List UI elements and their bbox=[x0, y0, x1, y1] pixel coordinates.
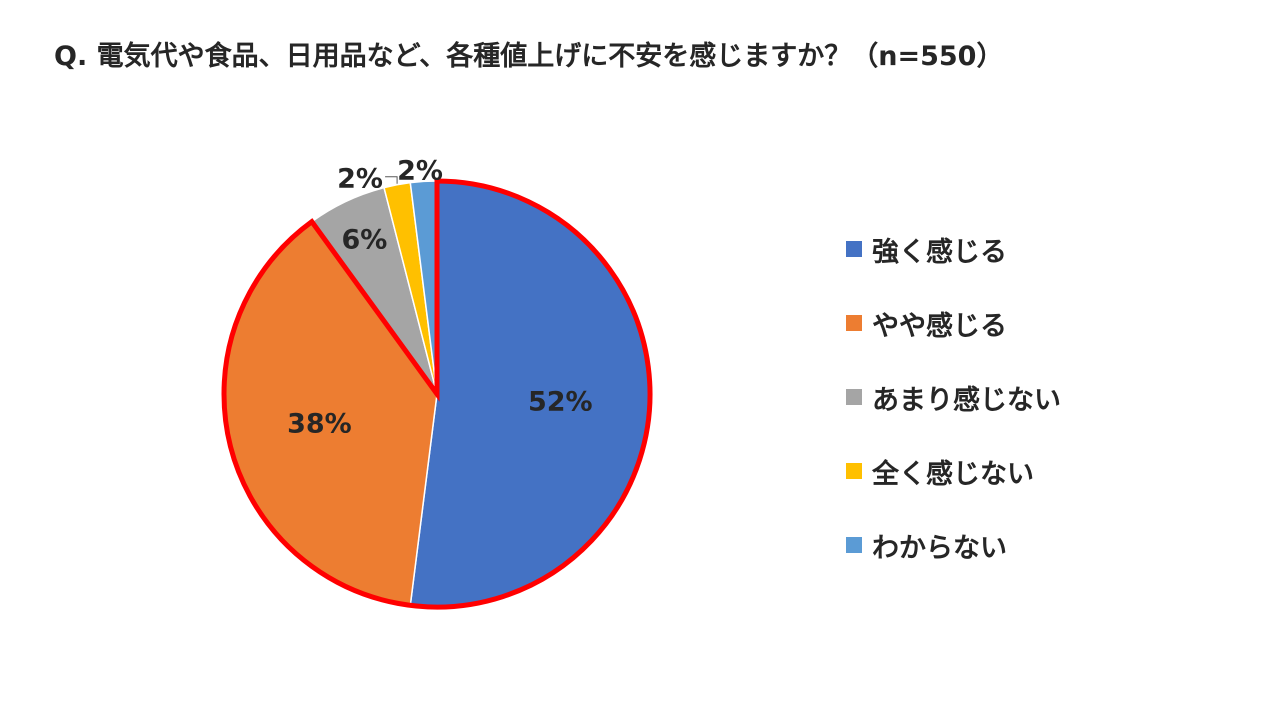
legend-label: あまり感じない bbox=[872, 384, 1061, 416]
legend-item-わからない: わからない bbox=[846, 526, 1061, 564]
legend-swatch bbox=[846, 537, 862, 553]
legend-item-強く感じる: 強く感じる bbox=[846, 230, 1061, 268]
data-label-強く感じる: 52% bbox=[528, 386, 593, 417]
legend-item-やや感じる: やや感じる bbox=[846, 304, 1061, 342]
legend-label: 全く感じない bbox=[872, 458, 1034, 490]
data-label-あまり感じない: 6% bbox=[342, 224, 388, 255]
highlight-outline bbox=[221, 178, 653, 610]
legend-item-あまり感じない: あまり感じない bbox=[846, 378, 1061, 416]
legend: 強く感じるやや感じるあまり感じない 全く感じない わからない bbox=[846, 230, 1061, 600]
legend-swatch bbox=[846, 315, 862, 331]
legend-swatch bbox=[846, 241, 862, 257]
legend-label: やや感じる bbox=[872, 310, 1007, 342]
chart-title: Q. 電気代や食品、日用品など、各種値上げに不安を感じますか？（n=550） bbox=[54, 41, 1004, 72]
legend-label: わからない bbox=[872, 532, 1007, 564]
legend-swatch bbox=[846, 389, 862, 405]
legend-label: 強く感じる bbox=[872, 236, 1007, 268]
data-label-全く感じない: 2% bbox=[337, 164, 383, 195]
leader-line bbox=[385, 176, 398, 184]
data-label-わからない: 2% bbox=[397, 156, 443, 187]
data-label-やや感じる: 38% bbox=[287, 409, 352, 440]
legend-item-全く感じない: 全く感じない bbox=[846, 452, 1061, 490]
legend-swatch bbox=[846, 463, 862, 479]
